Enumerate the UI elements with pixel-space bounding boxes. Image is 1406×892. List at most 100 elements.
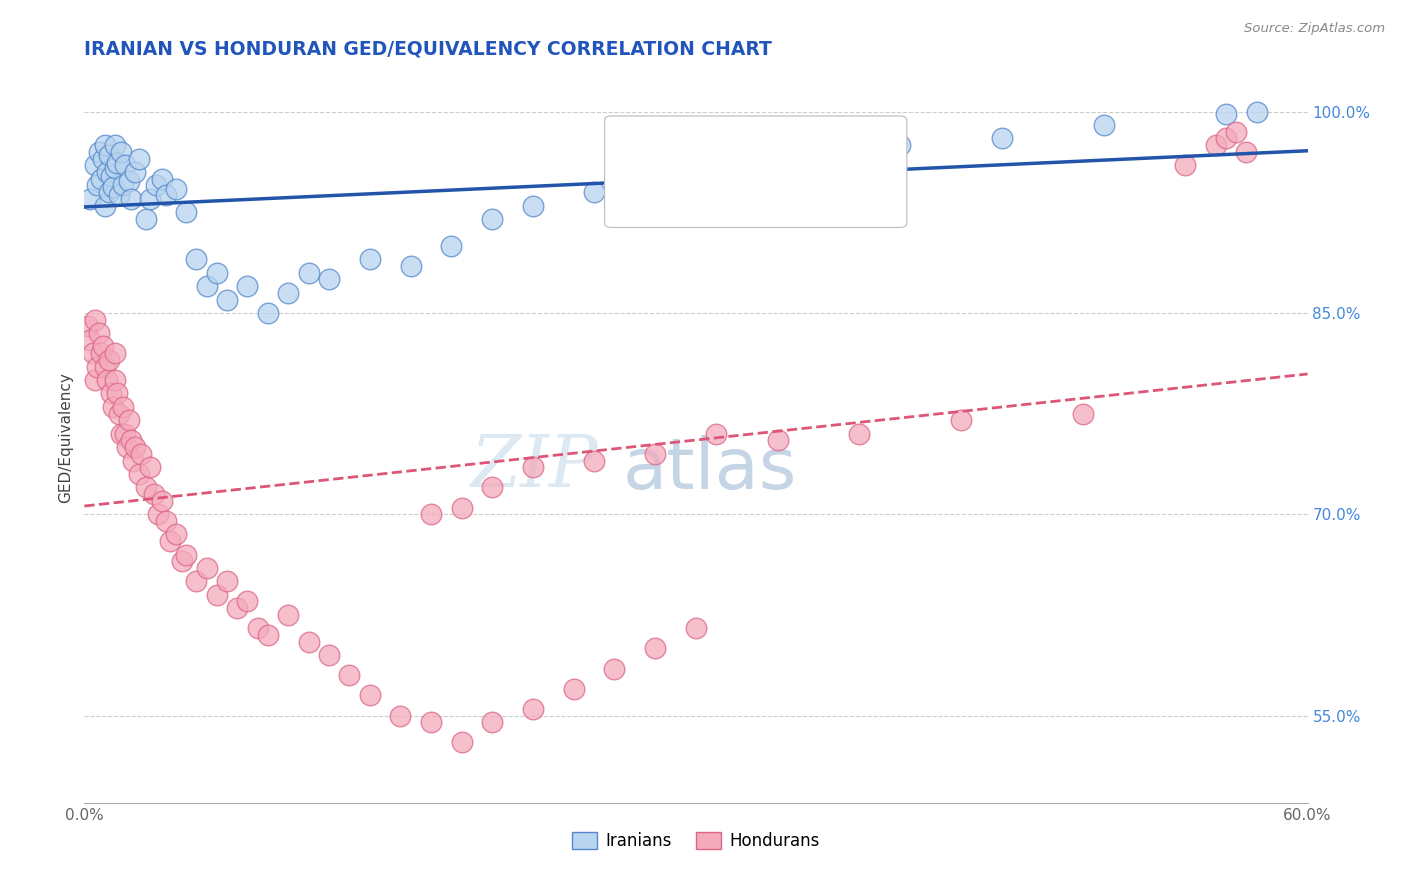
Point [195,279,218,293]
Point [562,681,585,696]
Point [97,352,120,367]
Point [104,373,127,387]
Point [685,165,707,179]
Point [359,689,381,703]
Point [389,708,412,723]
Point [481,212,503,227]
Point [339,668,361,682]
Point [120,434,142,448]
Point [90,171,112,186]
Point [104,161,127,175]
Point [135,212,157,227]
Point [118,174,141,188]
Point [991,131,1014,145]
Point [685,621,707,635]
Point [145,178,167,193]
Point [93,359,115,374]
Bar [626,135,661,168]
Point [96,165,118,179]
Point [146,508,169,522]
Point [1073,407,1095,421]
Point [889,138,911,153]
Point [165,182,187,196]
Point [186,574,208,589]
Point [124,440,146,454]
Point [101,179,124,194]
Y-axis label: GED/Equivalency: GED/Equivalency [58,372,73,502]
Point [706,426,728,441]
Point [93,198,115,212]
Text: N =: N = [775,143,808,161]
Point [318,648,340,662]
Point [79,333,101,347]
Point [1092,118,1115,132]
Point [172,554,194,568]
Point [1236,145,1258,159]
Point [1225,125,1247,139]
Point [122,453,145,467]
Point [87,326,110,340]
Bar [626,176,661,209]
Point [114,426,136,441]
Point [112,400,135,414]
Point [186,252,208,267]
Point [450,735,472,749]
Point [135,480,157,494]
Point [124,165,146,179]
Point [481,480,503,494]
Point [399,259,422,273]
Point [236,279,259,293]
Point [128,152,150,166]
Point [1246,104,1268,119]
Point [101,400,124,414]
Point [420,715,443,730]
Point [120,192,142,206]
Point [787,145,810,159]
Point [96,373,118,387]
Point [174,205,197,219]
Point [86,359,108,374]
Point [104,346,127,360]
Point [105,386,128,401]
Point [522,702,544,716]
Point [155,187,177,202]
Point [603,662,626,676]
Point [420,508,443,522]
Text: IRANIAN VS HONDURAN GED/EQUIVALENCY CORRELATION CHART: IRANIAN VS HONDURAN GED/EQUIVALENCY CORR… [84,39,772,59]
Point [950,413,973,427]
Text: Source: ZipAtlas.com: Source: ZipAtlas.com [1244,22,1385,36]
Point [217,574,239,589]
Text: R =: R = [672,143,704,161]
Point [131,447,153,461]
Point [97,185,120,199]
Point [112,178,135,193]
Point [522,460,544,475]
Point [236,594,259,608]
Legend: Iranians, Hondurans: Iranians, Hondurans [565,825,827,856]
Point [93,138,115,153]
Point [481,715,503,730]
Point [257,306,280,320]
Point [82,346,104,360]
Text: atlas: atlas [623,435,797,505]
Point [159,534,181,549]
Text: ZIP: ZIP [471,431,598,501]
Point [79,192,101,206]
Point [583,185,606,199]
Point [1215,107,1237,121]
Point [110,145,132,159]
Point [257,628,280,642]
Point [644,641,666,656]
Text: N =: N = [775,184,808,202]
Point [1205,138,1227,153]
Point [105,155,128,169]
Point [1215,131,1237,145]
Point [142,487,165,501]
Point [108,407,131,421]
Point [277,285,299,300]
Point [128,467,150,481]
Point [644,171,666,186]
Text: 0.120: 0.120 [717,184,775,202]
Point [522,198,544,212]
Point [195,561,218,575]
